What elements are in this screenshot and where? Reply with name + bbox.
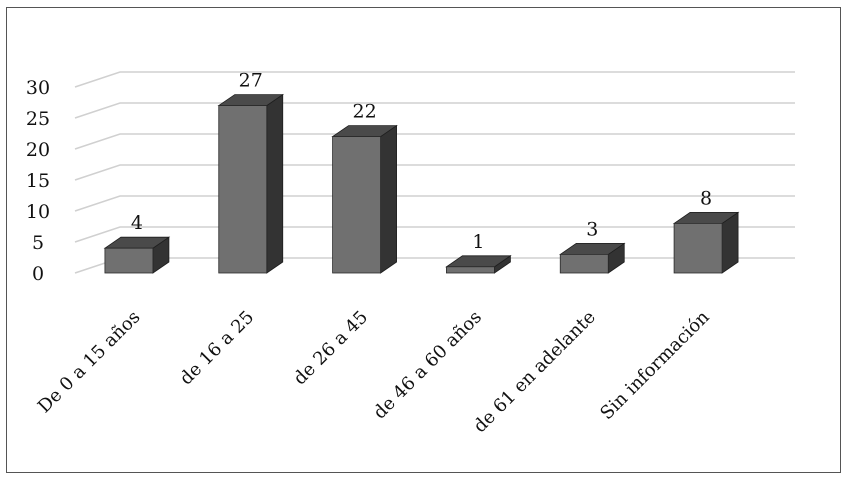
gridline: [74, 195, 795, 212]
bar: [217, 93, 285, 274]
gridline: [74, 164, 795, 181]
y-tick-label: 20: [26, 139, 50, 161]
category-label: De 0 a 15 años: [34, 307, 145, 418]
category-label: de 16 a 25: [176, 307, 259, 390]
data-label: 4: [131, 212, 143, 234]
y-tick-label: 30: [26, 77, 50, 99]
bar-side: [380, 124, 397, 274]
category-label: Sin información: [596, 306, 714, 424]
y-tick-label: 5: [32, 232, 44, 254]
bar: [672, 211, 740, 274]
bar-front: [559, 253, 609, 274]
bar-side: [266, 93, 284, 274]
gridline: [74, 133, 795, 150]
bar-front: [673, 222, 723, 274]
data-label: 22: [352, 101, 376, 123]
category-label: de 61 en adelante: [469, 307, 599, 437]
data-label: 3: [586, 218, 598, 240]
y-tick-label: 10: [26, 201, 50, 223]
bars: [103, 93, 740, 274]
category-label: de 46 a 60 años: [369, 307, 486, 424]
gridline: [74, 102, 795, 119]
gridline: [74, 71, 795, 88]
bar-front: [446, 266, 495, 274]
data-label: 1: [472, 231, 484, 253]
data-label: 8: [700, 187, 712, 209]
y-tick-label: 15: [26, 170, 50, 192]
bar: [558, 242, 626, 274]
data-label: 27: [239, 70, 263, 92]
category-label: de 26 a 45: [289, 307, 372, 390]
y-tick-label: 25: [26, 108, 50, 130]
y-tick-label: 0: [32, 263, 44, 285]
bar: [331, 124, 398, 274]
gridline: [74, 226, 795, 243]
bar-front: [218, 105, 268, 274]
bar-front: [104, 247, 154, 274]
bar: [445, 255, 512, 274]
data-labels: 4 27 22 1 3 8: [131, 70, 712, 253]
bar-front: [332, 136, 381, 274]
y-axis-ticks: 0 5 10 15 20 25 30: [26, 77, 50, 285]
bar: [103, 236, 171, 274]
